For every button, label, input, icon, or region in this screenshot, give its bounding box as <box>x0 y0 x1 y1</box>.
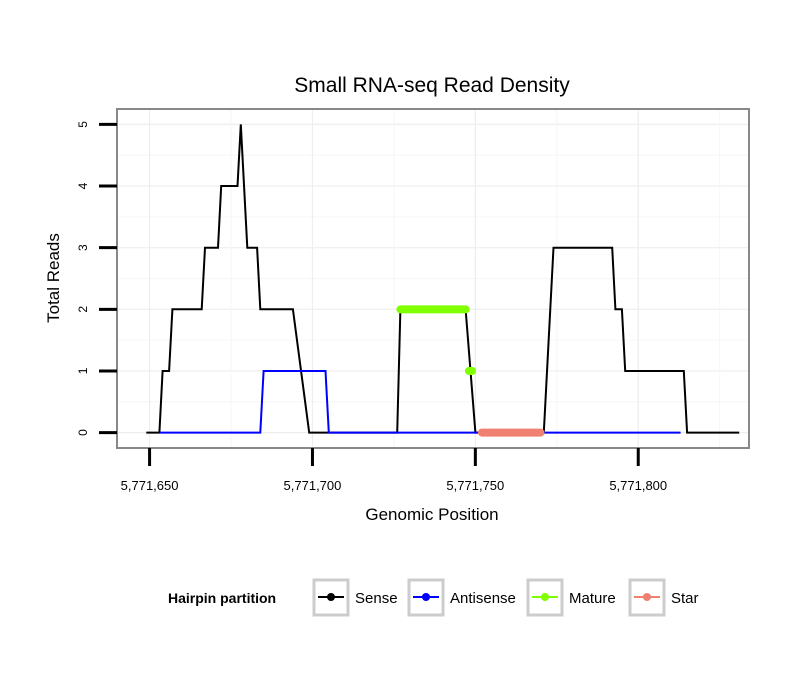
legend-label-antisense: Antisense <box>450 590 516 607</box>
x-tick-label: 5,771,700 <box>284 478 342 493</box>
legend-label-sense: Sense <box>355 590 398 607</box>
series-sense-line <box>146 124 740 434</box>
y-tick-label: 1 <box>76 367 90 374</box>
legend-title: Hairpin partition <box>168 590 276 606</box>
series-layer <box>146 124 740 437</box>
x-tick-label: 5,771,650 <box>121 478 179 493</box>
grid <box>117 109 749 448</box>
x-axis: 5,771,650 5,771,700 5,771,750 5,771,800 <box>121 448 667 493</box>
legend-dot-mature <box>541 593 549 601</box>
plot-border <box>116 108 750 449</box>
y-tick-label: 0 <box>76 429 90 436</box>
legend-dot-antisense <box>422 593 430 601</box>
series-antisense-line <box>159 370 681 434</box>
y-tick-label: 2 <box>76 306 90 313</box>
legend-dot-star <box>643 593 651 601</box>
y-tick-label: 5 <box>76 121 90 128</box>
legend: Hairpin partition Sense Antisense Mature St… <box>168 578 699 617</box>
chart-title: Small RNA-seq Read Density <box>294 74 570 97</box>
legend-label-mature: Mature <box>569 590 616 607</box>
y-tick-label: 4 <box>76 182 90 189</box>
y-tick-label: 3 <box>76 244 90 251</box>
x-tick-label: 5,771,800 <box>609 478 667 493</box>
x-axis-label: Genomic Position <box>365 505 498 524</box>
x-tick-label: 5,771,750 <box>446 478 504 493</box>
y-axis-label: Total Reads <box>44 233 63 323</box>
y-axis: 0 1 2 3 4 5 <box>76 121 117 436</box>
legend-label-star: Star <box>671 590 699 607</box>
legend-dot-sense <box>327 593 335 601</box>
